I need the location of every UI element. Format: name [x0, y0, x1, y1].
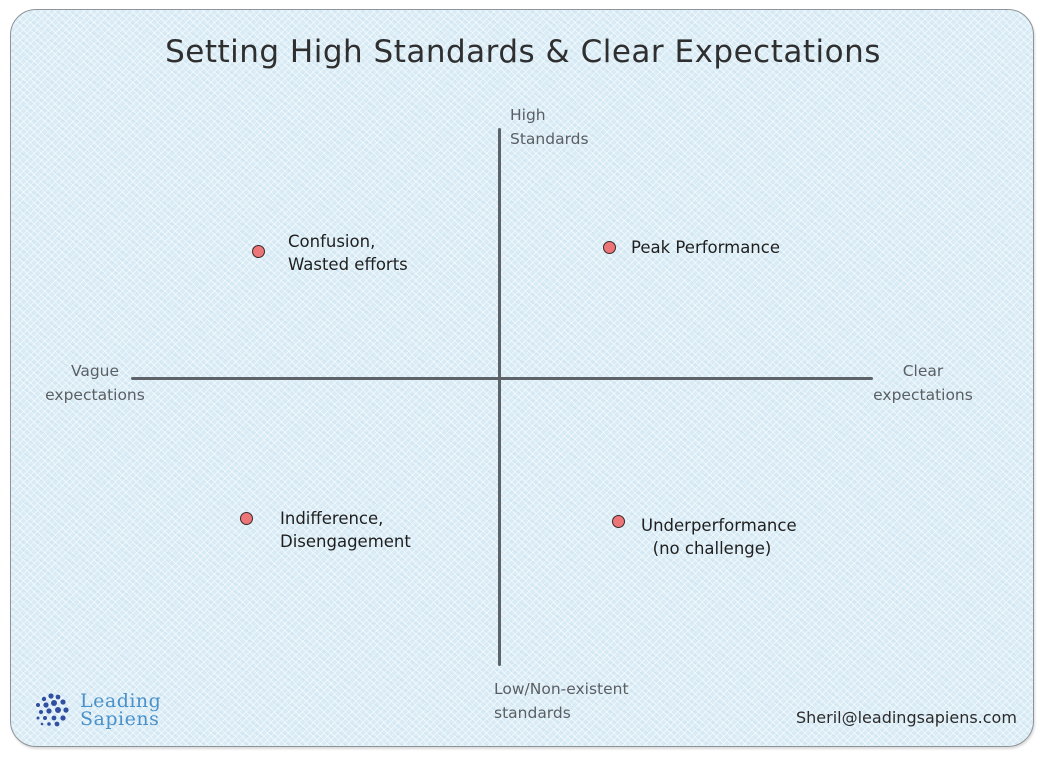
- quadrant-label-line: (no challenge): [652, 539, 772, 558]
- axis-label-right-line1: Clear: [902, 362, 944, 380]
- quadrant-label-bottom-right: Underperformance (no challenge): [641, 514, 797, 560]
- axis-label-left-line1: Vague: [70, 362, 120, 380]
- quadrant-label-bottom-left: Indifference, Disengagement: [280, 507, 411, 553]
- quadrant-dot-icon-bottom-left: [240, 512, 253, 525]
- axis-label-bottom-line1: Low/Non-existent: [494, 680, 629, 698]
- logo-line-leading: Leading: [80, 690, 162, 712]
- axis-label-bottom-line2: standards: [494, 704, 571, 722]
- axis-label-right: Clear expectations: [860, 359, 986, 407]
- vertical-axis: [498, 128, 501, 666]
- quadrant-label-line: Underperformance: [641, 516, 797, 535]
- axis-label-left: Vague expectations: [32, 359, 158, 407]
- logo-line-sapiens: Sapiens: [80, 708, 160, 730]
- quadrant-dot-icon-top-right: [603, 241, 616, 254]
- axis-label-top-line2: Standards: [510, 130, 589, 148]
- quadrant-dot-icon-top-left: [252, 245, 265, 258]
- axis-label-bottom: Low/Non-existent standards: [494, 677, 629, 725]
- leading-sapiens-logo: Leading Sapiens: [34, 690, 162, 730]
- dot-cluster-logo-icon: [36, 693, 69, 727]
- quadrant-label-top-right: Peak Performance: [631, 236, 780, 259]
- quadrant-label-line: Peak Performance: [631, 238, 780, 257]
- quadrant-label-line: Wasted efforts: [288, 255, 408, 274]
- axis-label-top-line1: High: [510, 106, 546, 124]
- logo-wordmark: Leading Sapiens: [80, 690, 162, 730]
- quadrant-dot-icon-bottom-right: [612, 515, 625, 528]
- quadrant-label-top-left: Confusion, Wasted efforts: [288, 230, 408, 276]
- diagram-title: Setting High Standards & Clear Expectati…: [165, 34, 881, 70]
- axis-label-top: High Standards: [510, 103, 589, 151]
- contact-email: Sheril@leadingsapiens.com: [796, 708, 1017, 727]
- quadrant-label-line: Confusion,: [288, 232, 376, 251]
- quadrant-label-line: Disengagement: [280, 532, 411, 551]
- axis-label-left-line2: expectations: [45, 386, 145, 404]
- axis-label-right-line2: expectations: [873, 386, 973, 404]
- quadrant-label-line: Indifference,: [280, 509, 384, 528]
- horizontal-axis: [131, 377, 873, 380]
